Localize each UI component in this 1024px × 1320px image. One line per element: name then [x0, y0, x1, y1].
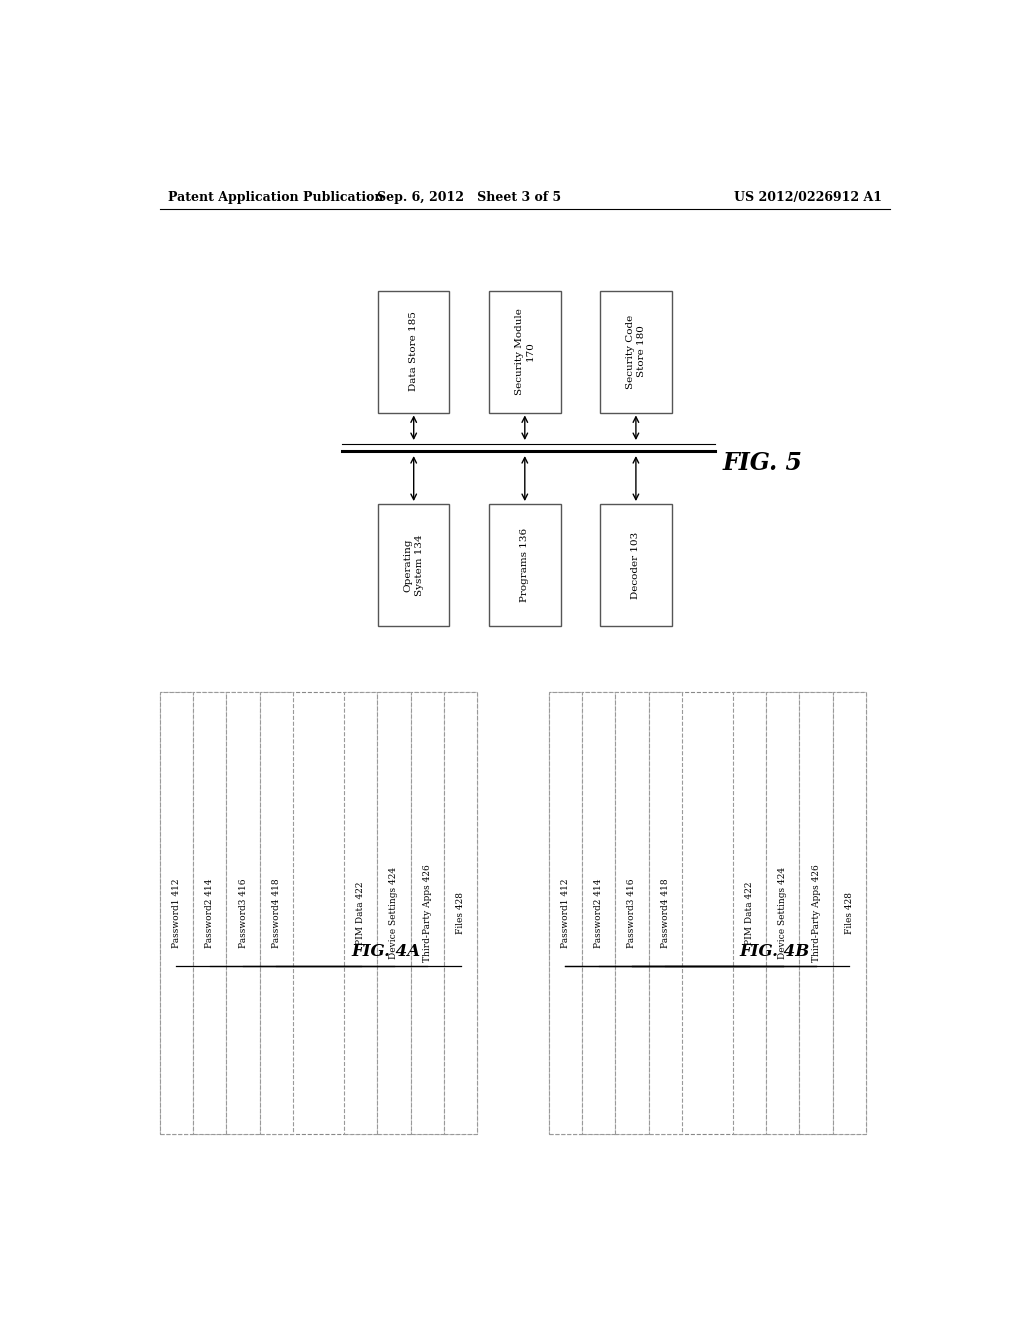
Bar [378, 504, 450, 626]
Bar [549, 692, 866, 1134]
Text: PIM Data 422: PIM Data 422 [356, 882, 365, 945]
Text: Password4 418: Password4 418 [660, 878, 670, 948]
Text: FIG. 5: FIG. 5 [723, 451, 803, 475]
Bar [160, 692, 194, 1134]
Bar [411, 692, 443, 1134]
Bar [489, 290, 560, 412]
Text: Password4 418: Password4 418 [272, 878, 281, 948]
Bar [600, 290, 672, 412]
Text: FIG. 4A: FIG. 4A [351, 942, 421, 960]
Bar [489, 504, 560, 626]
Bar [800, 692, 833, 1134]
Text: Password2 414: Password2 414 [205, 878, 214, 948]
Bar [260, 692, 293, 1134]
Text: Third-Party Apps 426: Third-Party Apps 426 [423, 865, 432, 962]
Text: Security Module
170: Security Module 170 [515, 308, 535, 395]
Text: Password2 414: Password2 414 [594, 878, 603, 948]
Text: Files 428: Files 428 [845, 892, 854, 935]
Text: Operating
System 134: Operating System 134 [403, 535, 424, 595]
Text: Password1 412: Password1 412 [561, 878, 569, 948]
Text: Third-Party Apps 426: Third-Party Apps 426 [812, 865, 820, 962]
Bar [648, 692, 682, 1134]
Text: Password3 416: Password3 416 [628, 878, 637, 948]
Bar [194, 692, 226, 1134]
Text: Files 428: Files 428 [456, 892, 465, 935]
Text: Password3 416: Password3 416 [239, 878, 248, 948]
Bar [615, 692, 648, 1134]
Bar [549, 692, 582, 1134]
Bar [733, 692, 766, 1134]
Bar [582, 692, 615, 1134]
Text: Device Settings 424: Device Settings 424 [778, 867, 787, 960]
Text: Programs 136: Programs 136 [520, 528, 529, 602]
Text: Decoder 103: Decoder 103 [632, 532, 640, 598]
Text: PIM Data 422: PIM Data 422 [744, 882, 754, 945]
Bar [378, 290, 450, 412]
Bar [833, 692, 866, 1134]
Bar [766, 692, 800, 1134]
Text: Password1 412: Password1 412 [172, 878, 181, 948]
Text: Data Store 185: Data Store 185 [410, 312, 418, 392]
Text: Patent Application Publication: Patent Application Publication [168, 190, 383, 203]
Text: FIG. 4B: FIG. 4B [739, 942, 810, 960]
Bar [226, 692, 260, 1134]
Text: Sep. 6, 2012   Sheet 3 of 5: Sep. 6, 2012 Sheet 3 of 5 [377, 190, 561, 203]
Text: US 2012/0226912 A1: US 2012/0226912 A1 [734, 190, 882, 203]
Bar [600, 504, 672, 626]
Bar [443, 692, 477, 1134]
Bar [377, 692, 411, 1134]
Text: Device Settings 424: Device Settings 424 [389, 867, 398, 960]
Bar [160, 692, 477, 1134]
Text: Security Code
Store 180: Security Code Store 180 [626, 314, 646, 388]
Bar [344, 692, 377, 1134]
